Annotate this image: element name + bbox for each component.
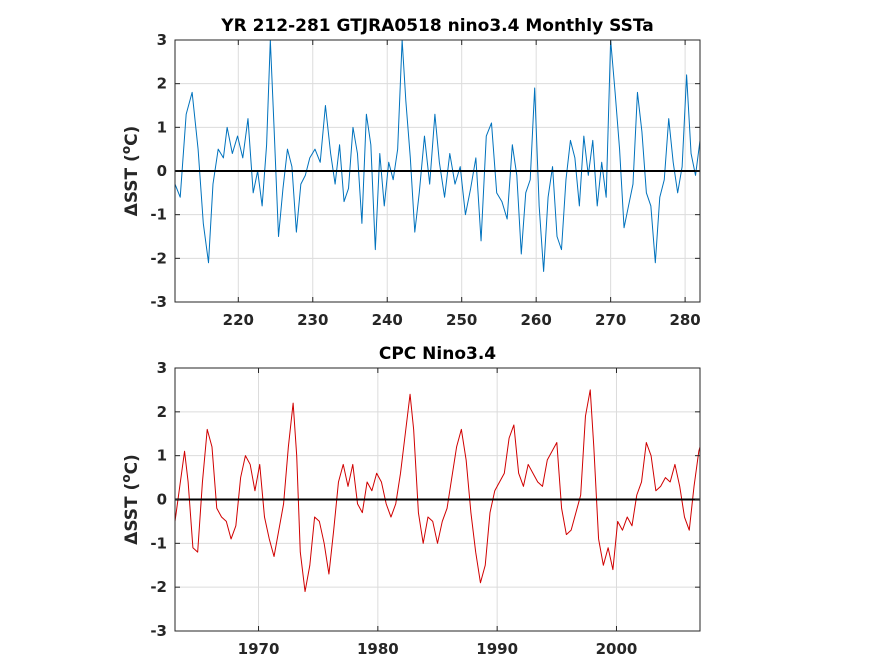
y-tick-label: 2: [157, 403, 167, 421]
y-axis-label-superscript: o: [119, 474, 133, 482]
y-tick-label: 3: [157, 31, 167, 49]
y-axis-label-unit: C): [122, 126, 142, 146]
y-axis-label-unit: C): [122, 454, 142, 474]
x-tick-label: 240: [372, 311, 403, 329]
y-tick-label: 0: [157, 162, 167, 180]
y-axis-label-superscript: o: [119, 146, 133, 154]
series-line: [175, 40, 700, 272]
x-tick-label: 2000: [596, 640, 638, 656]
y-axis-label-text: ΔSST (: [122, 483, 142, 545]
y-tick-label: -3: [150, 293, 167, 311]
y-tick-label: -1: [150, 206, 167, 224]
x-tick-label: 220: [223, 311, 254, 329]
y-tick-label: -3: [150, 622, 167, 640]
y-tick-label: 0: [157, 491, 167, 509]
y-tick-label: -1: [150, 534, 167, 552]
chart-panel-1: 220 230 240 250 260 270 280 -3 -2 -1 0 1 2 3 YR 212-28…: [119, 16, 701, 329]
x-tick-label: 1990: [476, 640, 518, 656]
y-axis-label-text: ΔSST (: [122, 154, 142, 216]
y-tick-label: 1: [157, 447, 167, 465]
y-tick-label: 1: [157, 118, 167, 136]
chart-title: CPC Nino3.4: [379, 344, 496, 364]
chart-panel-2: 1970 1980 1990 2000 -3 -2 -1 0 1 2 3 CPC Nino3.4 ΔSS…: [119, 344, 701, 656]
y-tick-label: 3: [157, 359, 167, 377]
x-tick-label: 250: [446, 311, 477, 329]
y-axis-label: ΔSST (oC): [119, 126, 142, 217]
y-tick-label: 2: [157, 75, 167, 93]
y-axis-label: ΔSST (oC): [119, 454, 142, 545]
x-tick-label: 1970: [238, 640, 280, 656]
x-tick-label: 270: [595, 311, 626, 329]
y-tick-label: -2: [150, 249, 167, 267]
x-tick-label: 280: [669, 311, 700, 329]
x-tick-label: 1980: [357, 640, 399, 656]
y-tick-label: -2: [150, 578, 167, 596]
chart-title: YR 212-281 GTJRA0518 nino3.4 Monthly SST…: [220, 16, 653, 36]
x-tick-label: 260: [521, 311, 552, 329]
x-tick-label: 230: [297, 311, 328, 329]
